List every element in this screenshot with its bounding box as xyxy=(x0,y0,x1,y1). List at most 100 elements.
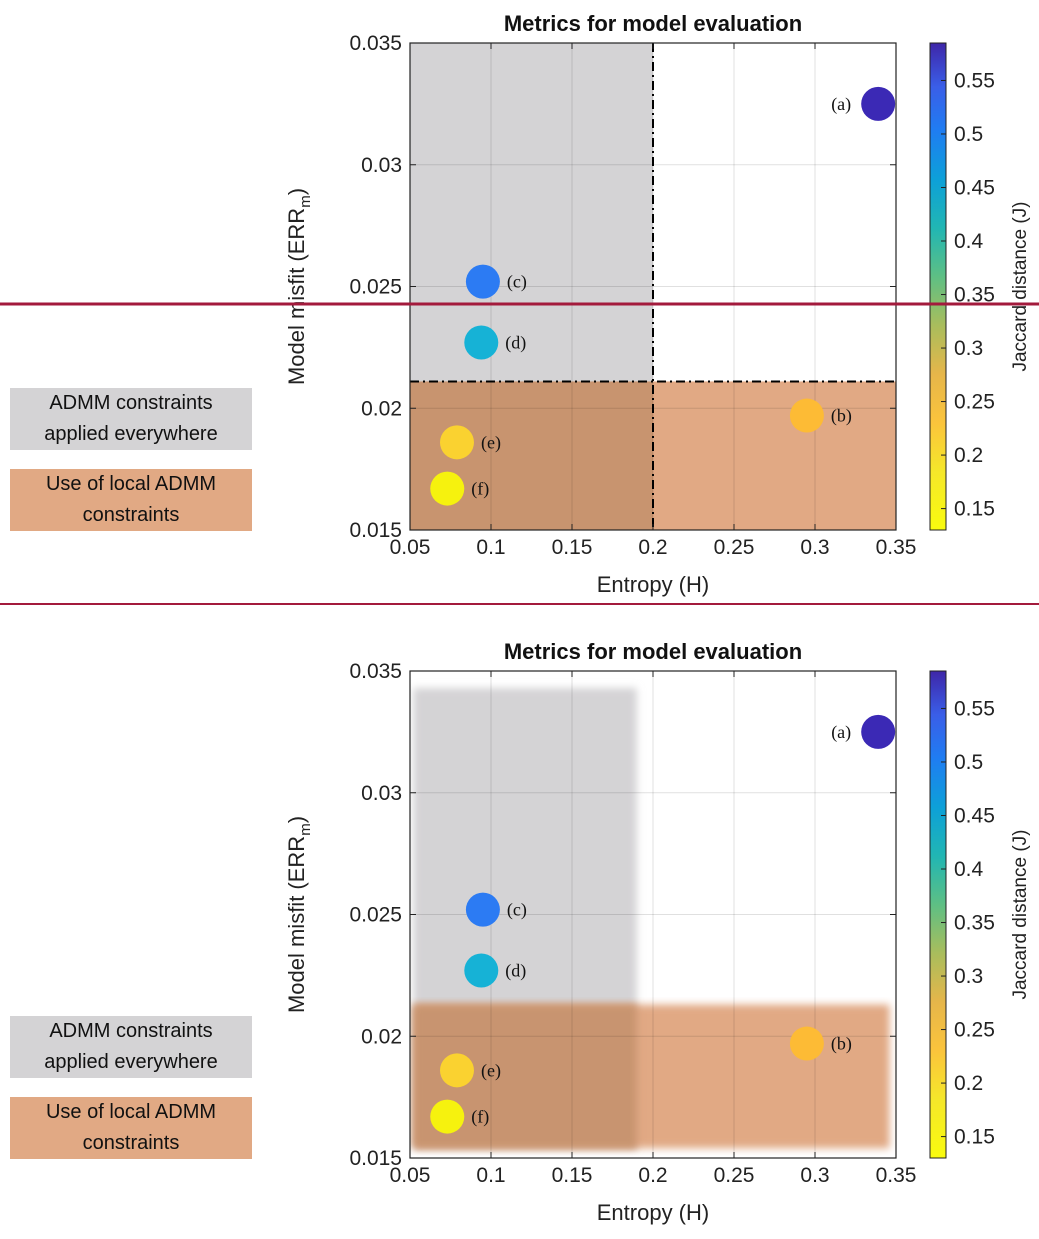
data-point xyxy=(789,1026,824,1061)
colorbar-tick-label: 0.35 xyxy=(954,912,995,935)
legend-grey-line1: ADMM constraints xyxy=(49,1020,213,1042)
data-point-label: (c) xyxy=(507,272,527,293)
x-tick-label: 0.05 xyxy=(390,536,431,559)
chart-title: Metrics for model evaluation xyxy=(504,11,802,36)
data-point xyxy=(789,398,824,433)
data-point-label: (f) xyxy=(471,1107,489,1128)
colorbar-tick-label: 0.15 xyxy=(954,1126,995,1149)
y-tick-label: 0.03 xyxy=(361,154,402,177)
x-axis-label: Entropy (H) xyxy=(597,1200,709,1225)
chart-top: 0.05 0.1 0.15 0.2 0.25 0.3 0.35 0.015 0.02 0.025 0… xyxy=(284,11,1031,597)
legend-orange-line1: Use of local ADMM xyxy=(45,473,217,495)
data-point xyxy=(861,86,896,121)
chart-bottom: 0.05 0.1 0.15 0.2 0.25 0.3 0.35 0.015 0.02 0.025 0… xyxy=(284,639,1031,1225)
data-point xyxy=(430,471,465,506)
colorbar-tick-label: 0.55 xyxy=(954,697,995,720)
colorbar-tick-label: 0.35 xyxy=(954,284,995,307)
x-tick-label: 0.3 xyxy=(800,1164,829,1187)
legend-grey-line2: applied everywhere xyxy=(44,1051,218,1073)
colorbar-tick-label: 0.2 xyxy=(954,444,983,467)
legend-orange-line2: constraints xyxy=(82,504,180,526)
x-tick-label: 0.2 xyxy=(638,1164,667,1187)
data-point-label: (d) xyxy=(505,961,526,982)
data-point xyxy=(861,714,896,749)
legend-orange-bottom: Use of local ADMM constraints xyxy=(10,1097,252,1159)
y-axis-label-end: ) xyxy=(284,816,309,823)
x-tick-label: 0.35 xyxy=(876,1164,917,1187)
chart-title: Metrics for model evaluation xyxy=(504,639,802,664)
colorbar-tick-label: 0.2 xyxy=(954,1072,983,1095)
y-axis-label-subscript: m xyxy=(297,195,314,208)
y-tick-label: 0.035 xyxy=(349,32,402,55)
colorbar-tick-label: 0.25 xyxy=(954,391,995,414)
y-tick-label: 0.02 xyxy=(361,1025,402,1048)
colorbar xyxy=(929,670,947,1159)
legend-orange-line1: Use of local ADMM xyxy=(45,1101,217,1123)
data-point xyxy=(430,1099,465,1134)
colorbar-tick-label: 0.3 xyxy=(954,337,983,360)
x-tick-label: 0.3 xyxy=(800,536,829,559)
colorbar-tick-label: 0.15 xyxy=(954,498,995,521)
y-tick-label: 0.02 xyxy=(361,397,402,420)
x-tick-label: 0.05 xyxy=(390,1164,431,1187)
x-tick-label: 0.35 xyxy=(876,536,917,559)
colorbar-tick-label: 0.25 xyxy=(954,1019,995,1042)
data-point-label: (d) xyxy=(505,333,526,354)
y-axis-label-subscript: m xyxy=(297,823,314,836)
colorbar xyxy=(929,42,947,531)
y-tick-label: 0.015 xyxy=(349,1147,402,1170)
x-tick-label: 0.25 xyxy=(714,1164,755,1187)
colorbar-tick-label: 0.45 xyxy=(954,804,995,827)
colorbar-tick-label: 0.55 xyxy=(954,69,995,92)
y-tick-label: 0.035 xyxy=(349,660,402,683)
data-point-label: (f) xyxy=(471,479,489,500)
colorbar-label: Jaccard distance (J) xyxy=(1010,829,1031,999)
x-tick-label: 0.1 xyxy=(476,536,505,559)
colorbar-tick-label: 0.4 xyxy=(954,858,984,881)
y-axis-label: Model misfit (ERRm) xyxy=(284,188,314,385)
y-axis-label-end: ) xyxy=(284,188,309,195)
data-point xyxy=(439,1053,474,1088)
data-point-label: (e) xyxy=(481,432,501,453)
colorbar-label: Jaccard distance (J) xyxy=(1010,201,1031,371)
legend-orange-top: Use of local ADMM constraints xyxy=(10,469,252,531)
x-tick-label: 0.2 xyxy=(638,536,667,559)
legend-orange-line2: constraints xyxy=(82,1132,180,1154)
data-point xyxy=(439,425,474,460)
data-point-label: (a) xyxy=(831,94,851,115)
legend-grey-line1: ADMM constraints xyxy=(49,392,213,414)
legend-grey-line2: applied everywhere xyxy=(44,423,218,445)
x-axis-label: Entropy (H) xyxy=(597,572,709,597)
y-tick-label: 0.03 xyxy=(361,782,402,805)
data-point xyxy=(464,325,499,360)
grey-region xyxy=(410,43,653,382)
data-point-label: (c) xyxy=(507,900,527,921)
data-point xyxy=(465,892,500,927)
x-tick-label: 0.1 xyxy=(476,1164,505,1187)
colorbar-tick-label: 0.3 xyxy=(954,965,983,988)
legend-grey-bottom: ADMM constraints applied everywhere xyxy=(10,1016,252,1078)
colorbar-tick-label: 0.45 xyxy=(954,176,995,199)
data-point xyxy=(465,264,500,299)
legend-grey-top: ADMM constraints applied everywhere xyxy=(10,388,252,450)
orange-region xyxy=(653,381,896,530)
colorbar-tick-label: 0.4 xyxy=(954,230,984,253)
data-point-label: (b) xyxy=(831,1034,852,1055)
data-point xyxy=(464,953,499,988)
y-tick-label: 0.025 xyxy=(349,276,402,299)
y-axis-label: Model misfit (ERRm) xyxy=(284,816,314,1013)
data-point-label: (b) xyxy=(831,406,852,427)
overlap-region xyxy=(410,381,653,530)
colorbar-tick-label: 0.5 xyxy=(954,123,983,146)
colorbar-tick-label: 0.5 xyxy=(954,751,983,774)
data-point-label: (a) xyxy=(831,722,851,743)
y-tick-label: 0.025 xyxy=(349,904,402,927)
x-tick-label: 0.25 xyxy=(714,536,755,559)
x-tick-label: 0.15 xyxy=(552,536,593,559)
x-tick-label: 0.15 xyxy=(552,1164,593,1187)
y-axis-label-main: Model misfit (ERR xyxy=(284,208,309,385)
y-tick-label: 0.015 xyxy=(349,519,402,542)
data-point-label: (e) xyxy=(481,1060,501,1081)
y-axis-label-main: Model misfit (ERR xyxy=(284,836,309,1013)
